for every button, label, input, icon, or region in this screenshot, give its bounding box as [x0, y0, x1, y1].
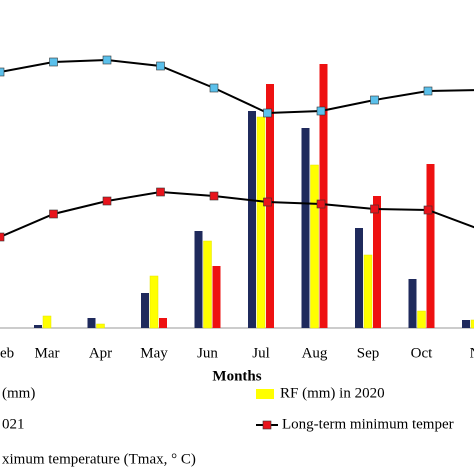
- x-tick-label: Oct: [411, 345, 433, 361]
- bar: [408, 279, 417, 328]
- bar: [96, 323, 105, 329]
- x-tick-label: Mar: [35, 345, 60, 361]
- bar: [373, 196, 381, 328]
- marker: [316, 199, 326, 209]
- marker: [263, 197, 272, 207]
- bar: [363, 254, 373, 329]
- marker: [102, 55, 112, 65]
- bar: [87, 318, 96, 328]
- legend-label: 021: [2, 416, 25, 432]
- bar: [194, 231, 203, 328]
- bar: [248, 111, 256, 328]
- marker: [0, 232, 5, 242]
- bar: [310, 164, 319, 329]
- bar: [203, 240, 212, 329]
- bar: [426, 164, 435, 328]
- legend-label: (mm): [2, 385, 35, 401]
- x-axis-title: Months: [212, 368, 261, 384]
- bar: [301, 128, 310, 328]
- line: [0, 190, 474, 238]
- bar: [355, 228, 363, 328]
- bar: [141, 293, 149, 328]
- x-tick-label: Jun: [197, 345, 218, 361]
- legend-swatch: [256, 389, 274, 399]
- legend-label: ximum temperature (Tmax, ° C): [2, 451, 196, 467]
- bar: [462, 320, 470, 328]
- x-tick-label: Aug: [302, 345, 328, 361]
- marker: [370, 204, 379, 214]
- marker: [0, 67, 5, 77]
- x-tick-label: May: [140, 345, 168, 361]
- marker: [370, 95, 379, 105]
- x-tick-label: Apr: [89, 345, 112, 361]
- marker: [102, 196, 112, 206]
- bar: [149, 275, 159, 329]
- x-tick-label: eb: [0, 345, 14, 361]
- marker: [156, 61, 165, 71]
- x-tick-label: Sep: [357, 345, 380, 361]
- marker: [209, 83, 219, 93]
- bar: [256, 116, 266, 329]
- marker: [49, 209, 58, 219]
- bar: [470, 319, 474, 329]
- bar: [42, 315, 52, 329]
- marker: [423, 86, 433, 96]
- bar: [212, 266, 221, 328]
- bar: [159, 318, 167, 328]
- marker: [263, 108, 272, 118]
- legend-label: RF (mm) in 2020: [280, 385, 385, 401]
- marker: [156, 187, 165, 197]
- x-tick-label: N: [470, 345, 474, 361]
- bar: [417, 310, 426, 329]
- x-tick-label: Jul: [252, 345, 270, 361]
- marker: [423, 205, 433, 215]
- legend-swatch: [262, 420, 272, 430]
- marker: [49, 57, 58, 67]
- bar: [34, 325, 42, 328]
- marker: [209, 191, 219, 201]
- legend-label: Long-term minimum temper: [282, 416, 454, 432]
- line: [0, 58, 474, 115]
- bar: [319, 64, 328, 328]
- marker: [316, 106, 326, 116]
